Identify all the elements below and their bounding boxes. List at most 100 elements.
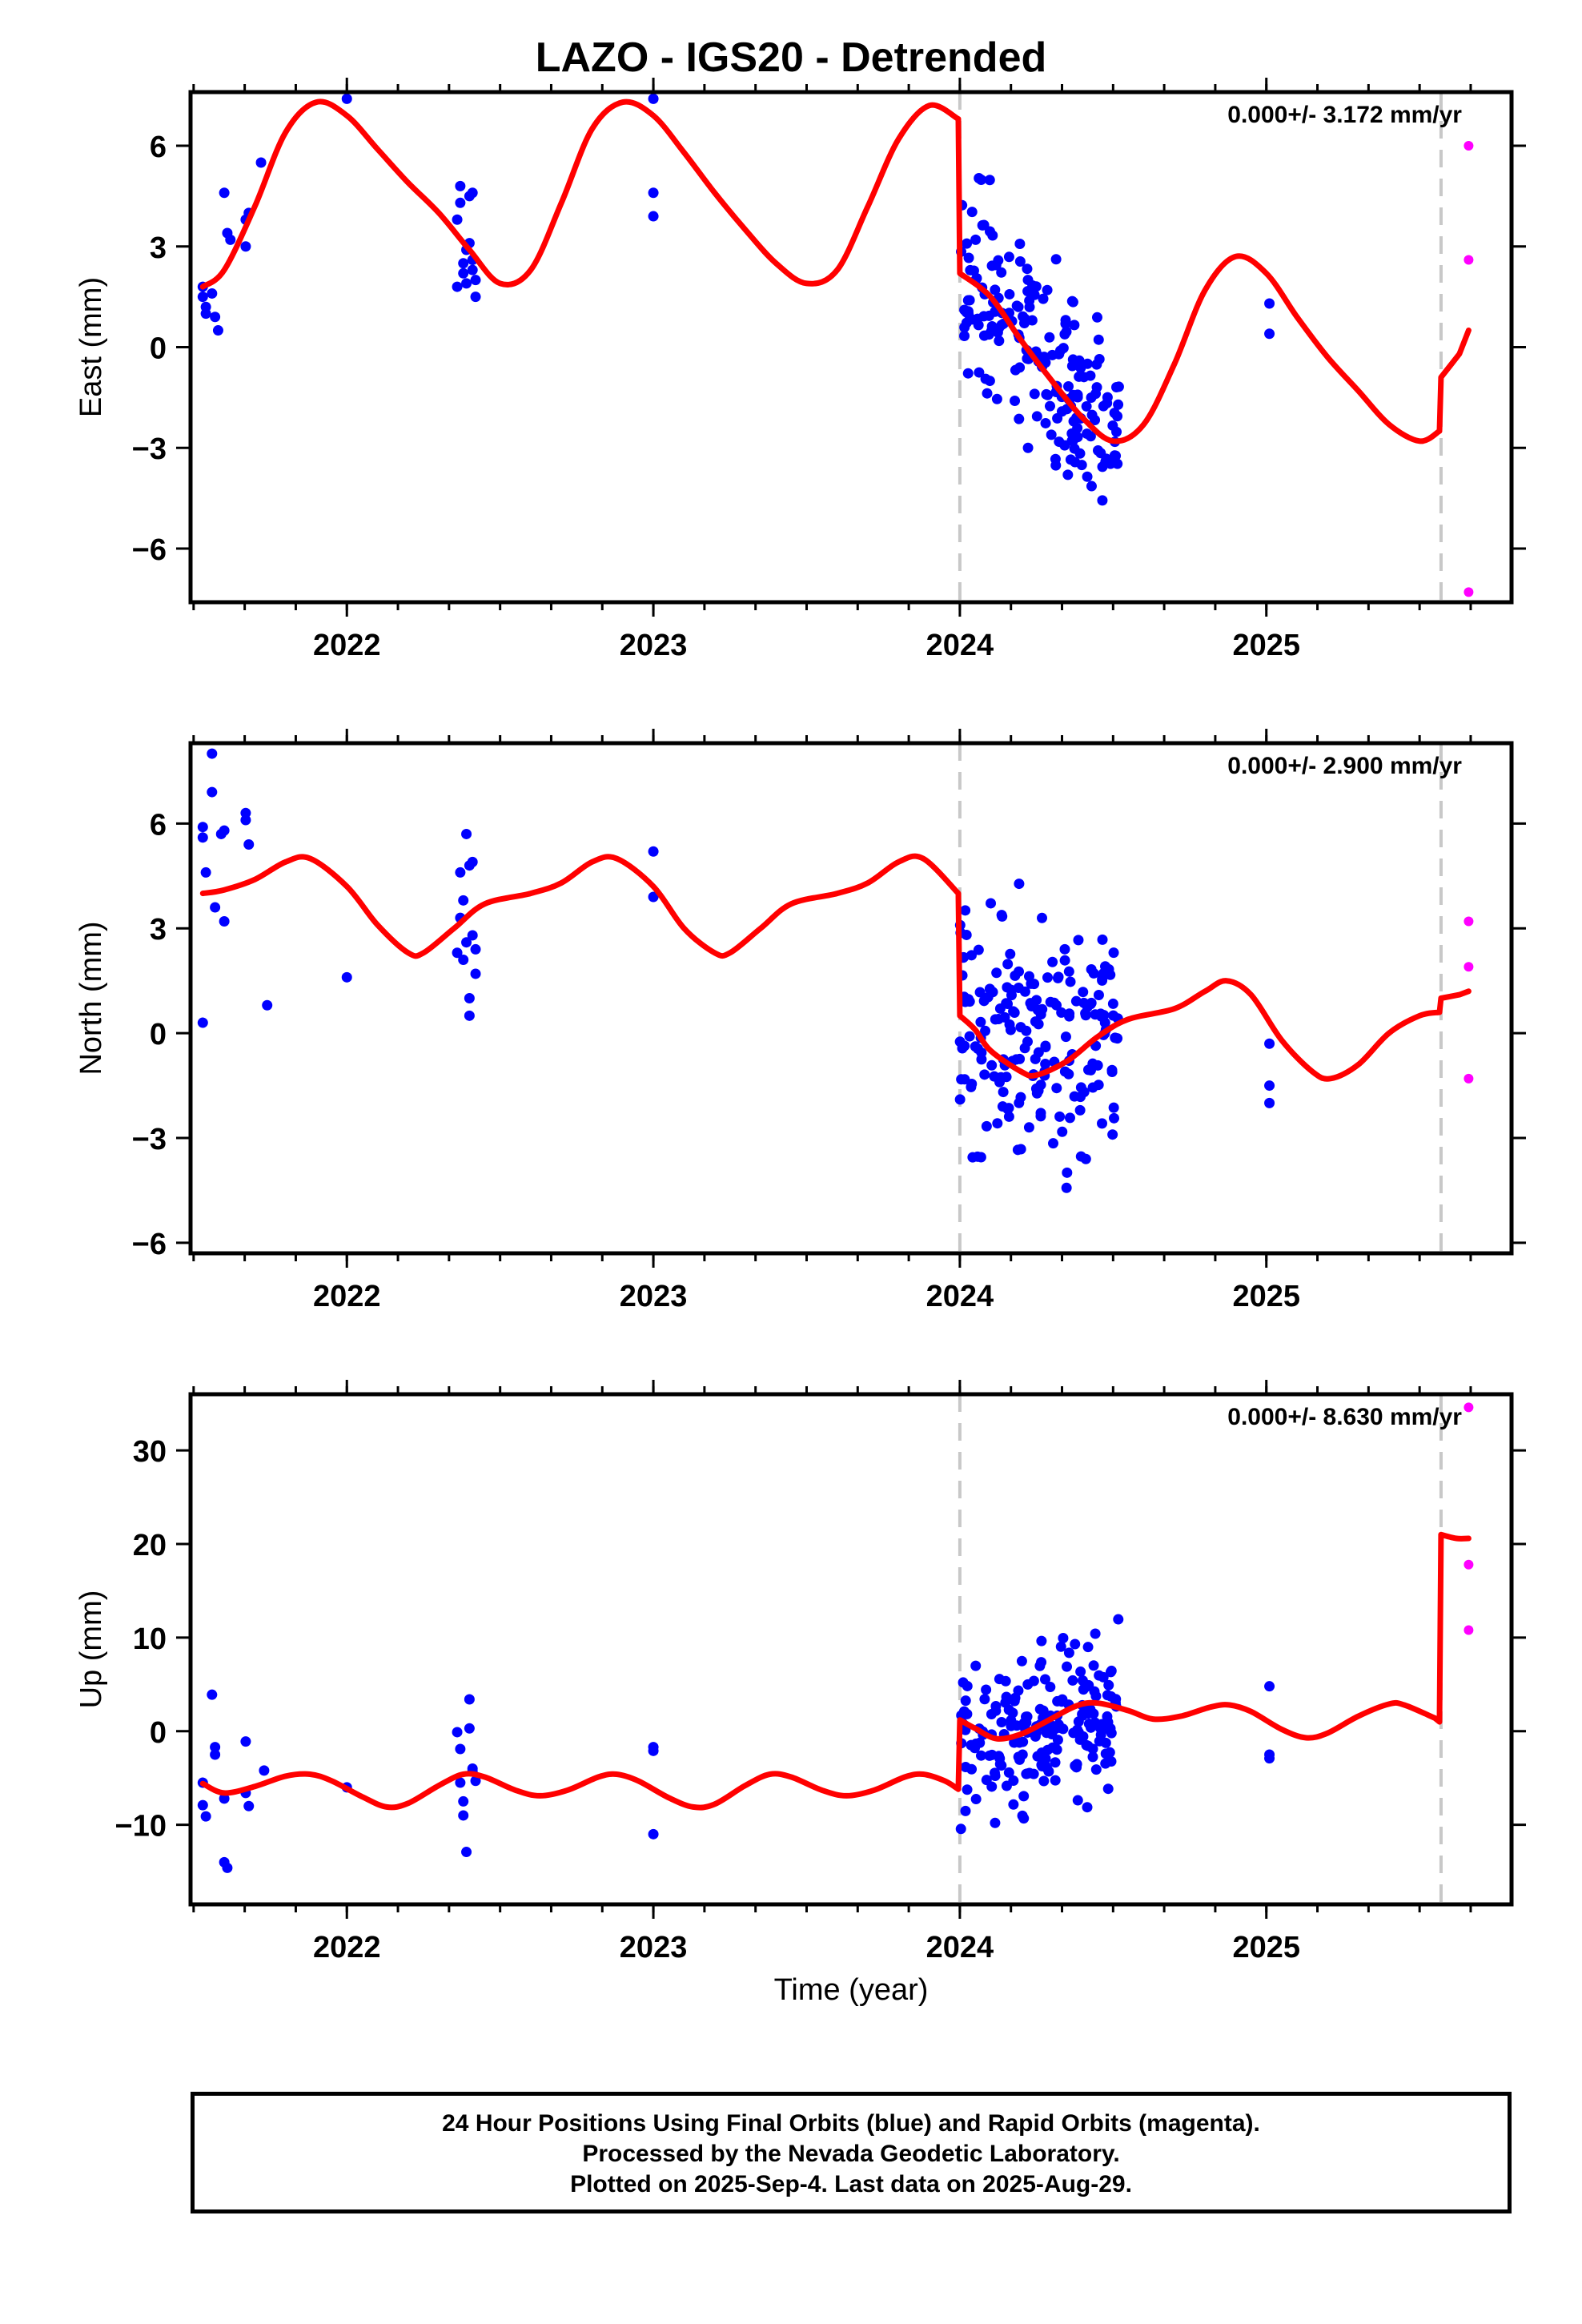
east-final-point-18 — [455, 197, 466, 208]
east-final-point-34 — [1264, 328, 1275, 340]
up-final-point-217 — [1082, 1740, 1094, 1751]
east-final-point-169 — [984, 376, 995, 387]
east-final-point-19 — [458, 258, 469, 269]
east-final-point-222 — [959, 322, 970, 333]
east-final-point-221 — [983, 329, 994, 340]
north-x-tick-label: 2022 — [313, 1280, 381, 1313]
north-model-curve — [199, 853, 1472, 1082]
up-final-point-27 — [648, 1828, 659, 1839]
north-final-point-227 — [1048, 1138, 1059, 1149]
north-final-point-17 — [455, 866, 466, 878]
up-final-point-214 — [1056, 1696, 1067, 1707]
east-final-point-70 — [1054, 436, 1065, 448]
up-final-point-43 — [1038, 1775, 1050, 1787]
east-final-point-136 — [1102, 392, 1113, 403]
north-final-point-119 — [1029, 979, 1040, 990]
north-final-point-220 — [1033, 1019, 1044, 1030]
north-final-point-140 — [954, 1094, 966, 1105]
north-final-point-167 — [989, 1071, 1000, 1082]
up-final-point-90 — [1045, 1682, 1056, 1693]
east-final-point-217 — [1014, 256, 1026, 267]
up-final-point-219 — [1032, 1751, 1043, 1762]
up-x-tick-label: 2023 — [620, 1931, 688, 1964]
east-rapid-point-2 — [1464, 587, 1474, 597]
east-final-point-89 — [962, 238, 973, 249]
east-final-point-220 — [993, 255, 1004, 266]
north-final-point-180 — [981, 1120, 992, 1132]
up-rapid-point-0 — [1464, 1402, 1474, 1413]
north-final-point-6 — [210, 902, 221, 913]
north-rate-label: 0.000+/- 2.900 mm/yr — [1227, 753, 1462, 779]
north-final-point-3 — [200, 866, 211, 878]
up-final-point-166 — [1021, 1768, 1032, 1779]
north-final-point-30 — [648, 891, 659, 903]
east-final-point-16 — [452, 214, 463, 225]
north-final-point-27 — [470, 968, 481, 979]
north-final-point-200 — [1002, 959, 1014, 970]
up-final-point-17 — [458, 1795, 469, 1807]
east-final-point-219 — [1082, 471, 1093, 482]
east-y-axis-label: East (mm) — [74, 277, 108, 417]
up-final-point-112 — [1030, 1731, 1041, 1742]
east-final-point-177 — [1013, 301, 1024, 312]
north-final-point-133 — [973, 944, 984, 955]
north-final-point-111 — [1108, 1102, 1119, 1113]
north-final-point-150 — [1064, 1112, 1075, 1124]
north-final-point-31 — [1264, 1038, 1275, 1049]
east-final-point-5 — [210, 312, 221, 323]
north-final-point-177 — [1080, 1010, 1091, 1021]
east-final-point-190 — [1069, 320, 1080, 331]
east-final-point-3 — [200, 308, 211, 320]
up-final-point-89 — [1090, 1628, 1101, 1639]
east-final-point-29 — [470, 275, 481, 286]
up-final-point-99 — [1008, 1799, 1019, 1810]
east-final-point-15 — [452, 281, 463, 292]
up-rate-label: 0.000+/- 8.630 mm/yr — [1227, 1404, 1462, 1430]
east-final-point-195 — [1022, 442, 1034, 453]
up-final-point-197 — [1036, 1635, 1047, 1647]
east-final-point-172 — [1109, 450, 1120, 461]
east-final-point-135 — [1042, 389, 1054, 400]
east-final-point-226 — [994, 336, 1005, 347]
east-final-point-147 — [962, 368, 974, 379]
north-final-point-26 — [467, 930, 478, 941]
north-rapid-point-2 — [1464, 1073, 1474, 1084]
east-final-point-213 — [996, 320, 1007, 331]
up-final-point-82 — [1088, 1660, 1099, 1671]
east-final-point-42 — [990, 284, 1001, 296]
north-final-point-0 — [197, 1017, 208, 1028]
east-final-point-229 — [1082, 358, 1093, 369]
east-final-point-212 — [1054, 348, 1065, 360]
up-final-point-53 — [960, 1695, 971, 1707]
east-final-point-72 — [1014, 362, 1026, 373]
north-final-point-195 — [1073, 935, 1084, 946]
up-final-point-122 — [1067, 1675, 1078, 1686]
east-final-point-174 — [1090, 388, 1102, 400]
east-final-point-178 — [987, 230, 998, 241]
up-final-point-225 — [981, 1775, 992, 1786]
up-final-point-150 — [1018, 1736, 1029, 1747]
up-final-point-167 — [1050, 1775, 1061, 1786]
north-final-point-1 — [197, 822, 208, 833]
north-final-point-223 — [1097, 975, 1108, 986]
up-final-point-171 — [1013, 1685, 1024, 1696]
north-final-point-222 — [975, 1152, 986, 1163]
up-final-point-61 — [1113, 1614, 1124, 1625]
north-final-point-20 — [461, 937, 472, 948]
east-final-point-28 — [470, 292, 481, 303]
north-final-point-226 — [1031, 995, 1042, 1006]
north-final-point-86 — [1014, 1097, 1025, 1108]
north-final-point-188 — [986, 898, 997, 909]
east-plot-frame — [188, 90, 1514, 605]
east-y-tick-label: 0 — [150, 332, 167, 366]
north-final-point-81 — [1057, 1126, 1068, 1137]
up-y-tick-label: 30 — [133, 1435, 167, 1469]
up-final-point-139 — [990, 1817, 1001, 1828]
up-final-point-101 — [1017, 1810, 1028, 1821]
north-final-point-228 — [1031, 1088, 1042, 1099]
east-final-point-225 — [1022, 286, 1034, 297]
up-final-point-30 — [1264, 1753, 1275, 1764]
north-final-point-2 — [197, 832, 208, 843]
east-final-point-14 — [341, 93, 352, 104]
north-final-point-186 — [994, 1003, 1006, 1014]
